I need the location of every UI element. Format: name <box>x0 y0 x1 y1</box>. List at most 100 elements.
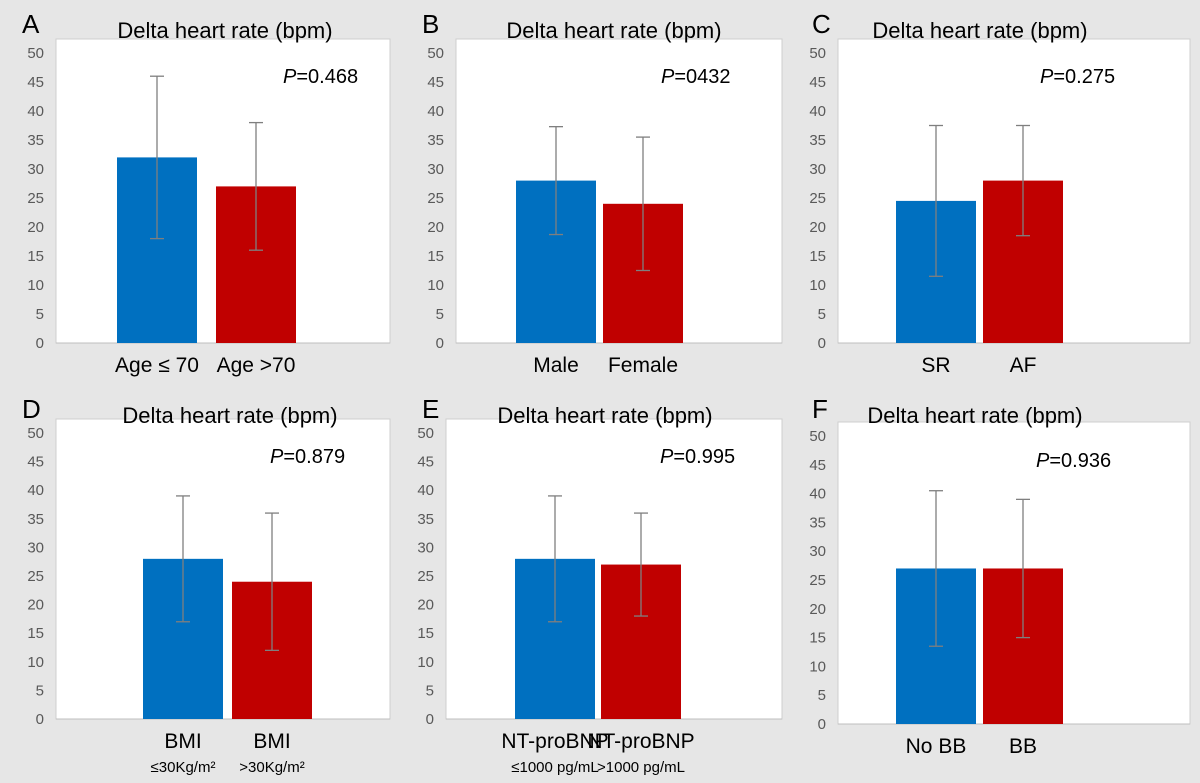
y-tick-label: 40 <box>27 103 44 120</box>
panel-letter: B <box>422 9 439 39</box>
y-tick-label: 0 <box>818 716 826 733</box>
p-value-label: P=0.936 <box>1036 450 1111 472</box>
panel-letter: D <box>22 394 41 424</box>
chart-title: Delta heart rate (bpm) <box>506 18 721 43</box>
y-tick-label: 45 <box>27 454 44 471</box>
y-tick-label: 20 <box>809 219 826 236</box>
y-tick-label: 45 <box>809 457 826 474</box>
category-label: Male <box>533 354 579 377</box>
y-tick-label: 35 <box>427 132 444 149</box>
y-tick-label: 45 <box>417 454 434 471</box>
p-value-label: P=0432 <box>661 66 731 88</box>
y-tick-label: 10 <box>27 277 44 294</box>
panel-f: F Delta heart rate (bpm) 0 5 10 15 20 25 30 35 40 4… <box>809 394 1191 758</box>
y-tick-label: 5 <box>436 306 444 323</box>
y-tick-label: 50 <box>809 428 826 445</box>
y-tick-label: 5 <box>36 306 44 323</box>
y-tick-label: 50 <box>809 45 826 62</box>
y-tick-label: 15 <box>27 248 44 265</box>
y-tick-label: 40 <box>809 486 826 503</box>
panel-letter: C <box>812 9 831 39</box>
category-label: BMI <box>253 730 290 753</box>
category-sublabel: ≤1000 pg/mL <box>511 759 598 776</box>
category-sublabel: ≤30Kg/m² <box>151 759 216 776</box>
y-tick-label: 15 <box>809 248 826 265</box>
p-value-label: P=0.468 <box>283 66 358 88</box>
y-tick-label: 50 <box>427 45 444 62</box>
y-tick-label: 5 <box>818 687 826 704</box>
category-label: Female <box>608 354 678 377</box>
y-tick-label: 10 <box>27 654 44 671</box>
y-tick-label: 25 <box>27 190 44 207</box>
y-tick-label: 25 <box>809 190 826 207</box>
y-tick-label: 50 <box>27 45 44 62</box>
y-tick-label: 25 <box>427 190 444 207</box>
panel-letter: F <box>812 394 828 424</box>
panel-c: C Delta heart rate (bpm) 0 5 10 15 20 25 30 35 40 4… <box>809 9 1191 377</box>
category-label: Age ≤ 70 <box>115 354 199 377</box>
panel-e: E Delta heart rate (bpm) 0 5 10 15 20 25 30 35 40 4… <box>417 394 783 776</box>
y-tick-label: 30 <box>809 543 826 560</box>
chart-title: Delta heart rate (bpm) <box>117 18 332 43</box>
y-tick-label: 30 <box>27 539 44 556</box>
y-tick-label: 0 <box>36 335 44 352</box>
y-tick-label: 0 <box>36 711 44 728</box>
y-tick-label: 10 <box>809 658 826 675</box>
y-tick-label: 25 <box>27 568 44 585</box>
y-tick-label: 35 <box>809 132 826 149</box>
category-sublabel: >30Kg/m² <box>239 759 304 776</box>
y-tick-label: 20 <box>809 601 826 618</box>
y-tick-label: 15 <box>427 248 444 265</box>
y-tick-label: 35 <box>417 511 434 528</box>
y-tick-label: 50 <box>417 425 434 442</box>
y-tick-label: 15 <box>809 630 826 647</box>
panel-letter: A <box>22 9 40 39</box>
category-label: AF <box>1010 354 1037 377</box>
category-label: No BB <box>906 735 967 758</box>
category-label: BB <box>1009 735 1037 758</box>
panel-d: D Delta heart rate (bpm) 0 5 10 15 20 25 30 35 40 4… <box>22 394 391 776</box>
y-tick-label: 45 <box>809 74 826 91</box>
y-tick-label: 30 <box>417 539 434 556</box>
y-tick-label: 40 <box>427 103 444 120</box>
y-tick-label: 40 <box>417 482 434 499</box>
y-tick-label: 0 <box>426 711 434 728</box>
y-tick-label: 20 <box>417 597 434 614</box>
y-tick-label: 5 <box>818 306 826 323</box>
y-tick-label: 35 <box>27 132 44 149</box>
p-value-label: P=0.995 <box>660 446 735 468</box>
y-tick-label: 25 <box>417 568 434 585</box>
y-tick-label: 5 <box>426 682 434 699</box>
p-value-label: P=0.879 <box>270 446 345 468</box>
y-tick-label: 40 <box>27 482 44 499</box>
y-tick-label: 15 <box>27 625 44 642</box>
category-label: BMI <box>164 730 201 753</box>
chart-title: Delta heart rate (bpm) <box>872 18 1087 43</box>
y-tick-label: 15 <box>417 625 434 642</box>
category-label: NT-proBNP <box>587 730 694 753</box>
y-tick-label: 35 <box>27 511 44 528</box>
p-value-label: P=0.275 <box>1040 66 1115 88</box>
category-label: SR <box>921 354 950 377</box>
y-tick-label: 50 <box>27 425 44 442</box>
y-tick-label: 20 <box>427 219 444 236</box>
y-tick-label: 40 <box>809 103 826 120</box>
y-tick-label: 10 <box>809 277 826 294</box>
y-tick-label: 10 <box>427 277 444 294</box>
y-tick-label: 45 <box>27 74 44 91</box>
y-tick-label: 20 <box>27 219 44 236</box>
category-label: NT-proBNP <box>501 730 608 753</box>
y-tick-label: 0 <box>818 335 826 352</box>
panel-letter: E <box>422 394 439 424</box>
y-tick-label: 30 <box>27 161 44 178</box>
y-tick-label: 30 <box>427 161 444 178</box>
category-sublabel: >1000 pg/mL <box>597 759 685 776</box>
panel-b: B Delta heart rate (bpm) 0 5 10 15 20 25 30 35 40 4… <box>422 9 783 377</box>
y-tick-label: 30 <box>809 161 826 178</box>
chart-title: Delta heart rate (bpm) <box>122 403 337 428</box>
panel-a: A Delta heart rate (bpm) 0 5 10 15 20 25 30 35 40 4… <box>22 9 391 377</box>
y-tick-label: 5 <box>36 682 44 699</box>
chart-title: Delta heart rate (bpm) <box>497 403 712 428</box>
y-tick-label: 0 <box>436 335 444 352</box>
